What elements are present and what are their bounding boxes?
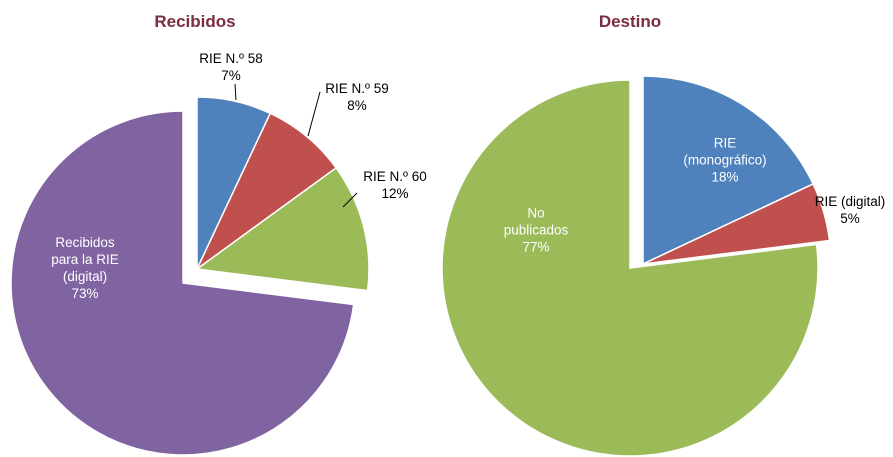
leader-line: [234, 83, 237, 101]
category: RIE (monográfico): [683, 135, 767, 168]
leader-line: [342, 192, 358, 208]
slice-label: RIE (monográfico) 18%: [678, 135, 773, 186]
slice-label: RIE N.º 59 8%: [312, 80, 402, 114]
category: Recibidos para la RIE (digital): [51, 235, 119, 284]
category: RIE N.º 58: [199, 51, 263, 66]
pie-slice: [642, 75, 815, 266]
value-label: 12%: [381, 186, 409, 201]
slice-label: RIE (digital) 5%: [805, 193, 893, 227]
value-label: 5%: [840, 211, 860, 226]
value-label: 8%: [347, 98, 367, 113]
category: RIE N.º 60: [363, 169, 427, 184]
pie-slice: [441, 79, 819, 457]
slice-label: Recibidos para la RIE (digital) 73%: [45, 234, 125, 302]
value-label: 18%: [711, 169, 739, 185]
leader-line: [307, 91, 321, 137]
category: No publicados: [503, 205, 569, 238]
slice-label: RIE N.º 58 7%: [186, 50, 276, 84]
slice-label: RIE N.º 60 12%: [350, 168, 440, 202]
category: RIE N.º 59: [325, 81, 389, 96]
chart-title: Destino: [598, 12, 662, 31]
pie-slice: [642, 182, 831, 265]
pie-slice: [10, 110, 355, 456]
value-label: 77%: [522, 239, 550, 255]
chart-title: Recibidos: [154, 12, 236, 31]
category: RIE (digital): [814, 194, 886, 209]
value-label: 7%: [221, 68, 241, 83]
slice-label: No publicados 77%: [496, 205, 576, 256]
pie-slice: [195, 166, 370, 292]
value-label: 73%: [71, 286, 99, 301]
